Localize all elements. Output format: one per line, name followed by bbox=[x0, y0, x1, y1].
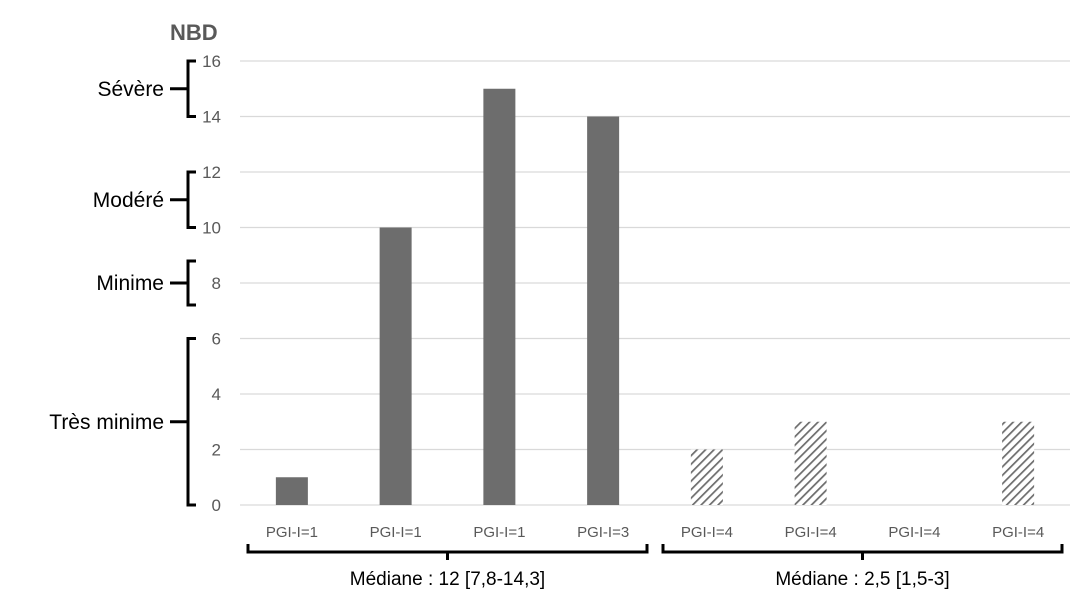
category-label: PGI-I=4 bbox=[992, 524, 1044, 541]
median-label: Médiane : 2,5 [1,5-3] bbox=[775, 569, 949, 590]
y-tick-label: 16 bbox=[202, 52, 221, 71]
category-labels: PGI-I=1 PGI-I=1 PGI-I=1 PGI-I=3 PGI-I=4 PGI-I… bbox=[266, 524, 1044, 541]
gridlines bbox=[240, 60, 1070, 506]
bar bbox=[794, 421, 827, 505]
y-tick-label: 8 bbox=[212, 274, 221, 293]
y-tick-label: 10 bbox=[202, 219, 221, 238]
median-brace bbox=[661, 544, 1064, 560]
y-tick-label: 14 bbox=[202, 108, 221, 127]
bar bbox=[483, 88, 516, 505]
y-tick-label: 6 bbox=[212, 330, 221, 349]
severity-bracket bbox=[170, 170, 196, 229]
severity-bands: Sévère Modéré Minime Très minime bbox=[49, 59, 196, 507]
severity-label: Minime bbox=[96, 272, 164, 295]
median-groups: Médiane : 12 [7,8-14,3] Médiane : 2,5 [1,… bbox=[246, 544, 1064, 590]
y-axis-label: NBD bbox=[170, 20, 218, 45]
category-label: PGI-I=4 bbox=[888, 524, 940, 541]
y-tick-label: 12 bbox=[202, 163, 221, 182]
category-label: PGI-I=4 bbox=[681, 524, 733, 541]
bar bbox=[1002, 421, 1035, 505]
y-tick-labels: 0 2 4 6 8 10 12 14 16 bbox=[202, 52, 221, 515]
category-label: PGI-I=1 bbox=[473, 524, 525, 541]
category-label: PGI-I=3 bbox=[577, 524, 629, 541]
median-brace bbox=[246, 544, 649, 560]
median-label: Médiane : 12 [7,8-14,3] bbox=[350, 569, 545, 590]
severity-bracket bbox=[170, 259, 196, 307]
severity-bracket bbox=[170, 337, 196, 507]
bar bbox=[379, 227, 412, 505]
bar bbox=[587, 116, 620, 505]
bars bbox=[275, 88, 1035, 505]
category-label: PGI-I=4 bbox=[785, 524, 837, 541]
severity-label: Très minime bbox=[49, 411, 164, 434]
category-label: PGI-I=1 bbox=[266, 524, 318, 541]
y-tick-label: 0 bbox=[212, 496, 221, 515]
y-tick-label: 2 bbox=[212, 441, 221, 460]
category-label: PGI-I=1 bbox=[370, 524, 422, 541]
bar bbox=[690, 449, 723, 505]
severity-label: Sévère bbox=[97, 78, 164, 101]
severity-label: Modéré bbox=[93, 189, 164, 212]
bar bbox=[275, 477, 308, 505]
y-tick-label: 4 bbox=[212, 385, 221, 404]
severity-bracket bbox=[170, 59, 196, 118]
